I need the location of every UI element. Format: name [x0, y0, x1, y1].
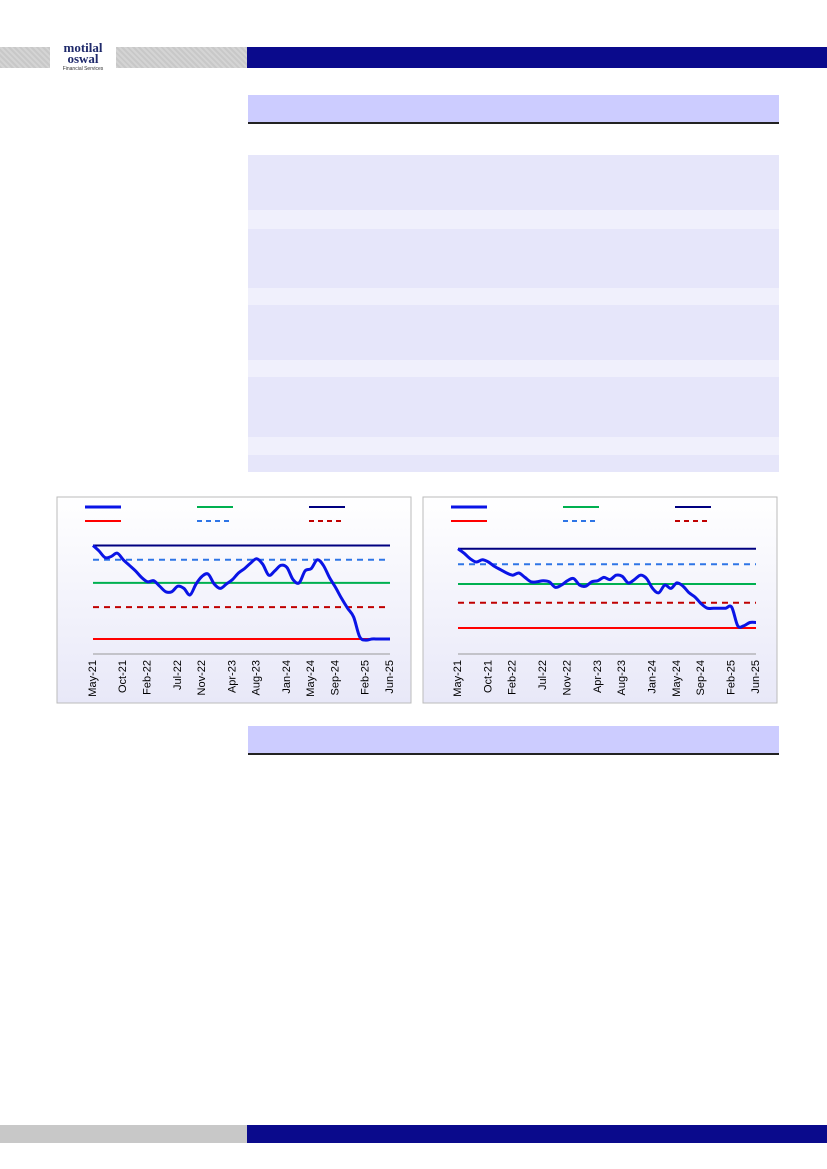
- x-tick-label: Apr-23: [592, 660, 604, 693]
- x-tick-label: Jul-22: [172, 660, 184, 690]
- section-bar: [248, 726, 779, 755]
- logo-line2: oswal: [67, 51, 99, 66]
- x-tick-label: Oct-21: [117, 660, 129, 693]
- x-tick-label: Oct-21: [482, 660, 494, 693]
- x-tick-label: May-21: [452, 660, 464, 697]
- x-tick-label: Apr-23: [226, 660, 238, 693]
- x-tick-label: Jun-25: [384, 660, 396, 694]
- footer-gray-bar: [0, 1125, 247, 1143]
- x-tick-label: Feb-25: [726, 660, 738, 695]
- header-navy-bar: [247, 47, 827, 68]
- section-bar: [248, 95, 779, 124]
- x-tick-label: Feb-22: [507, 660, 519, 695]
- chart-frame: [56, 496, 412, 704]
- x-tick-label: Feb-22: [141, 660, 153, 695]
- x-tick-label: May-24: [305, 660, 317, 697]
- x-tick-label: Jan-24: [647, 660, 659, 694]
- table-block: [248, 155, 779, 472]
- x-tick-label: Feb-25: [360, 660, 372, 695]
- x-tick-label: Sep-24: [329, 660, 341, 695]
- chart-frame: [422, 496, 778, 704]
- x-tick-label: Aug-23: [251, 660, 263, 695]
- header-gray-bar: [0, 47, 247, 68]
- x-tick-label: May-21: [87, 660, 99, 697]
- series-line: [91, 544, 390, 642]
- series-line: [457, 547, 757, 629]
- x-tick-label: Jul-22: [537, 660, 549, 690]
- footer-navy-bar: [247, 1125, 827, 1143]
- x-tick-label: Jun-25: [750, 660, 762, 694]
- x-tick-label: Jan-24: [281, 660, 293, 694]
- logo-tagline: Financial Services: [62, 66, 104, 72]
- x-tick-label: Nov-22: [196, 660, 208, 695]
- logo: motilal oswal Financial Services: [50, 40, 116, 74]
- x-tick-label: Sep-24: [695, 660, 707, 695]
- x-tick-label: Nov-22: [561, 660, 573, 695]
- x-tick-label: Aug-23: [616, 660, 628, 695]
- logo-line1: motilal: [63, 40, 103, 55]
- charts: May-21 Oct-21 Feb-22 Jul-22 Nov-22 Apr-23 Aug-…: [56, 496, 778, 704]
- x-tick-label: May-24: [671, 660, 683, 697]
